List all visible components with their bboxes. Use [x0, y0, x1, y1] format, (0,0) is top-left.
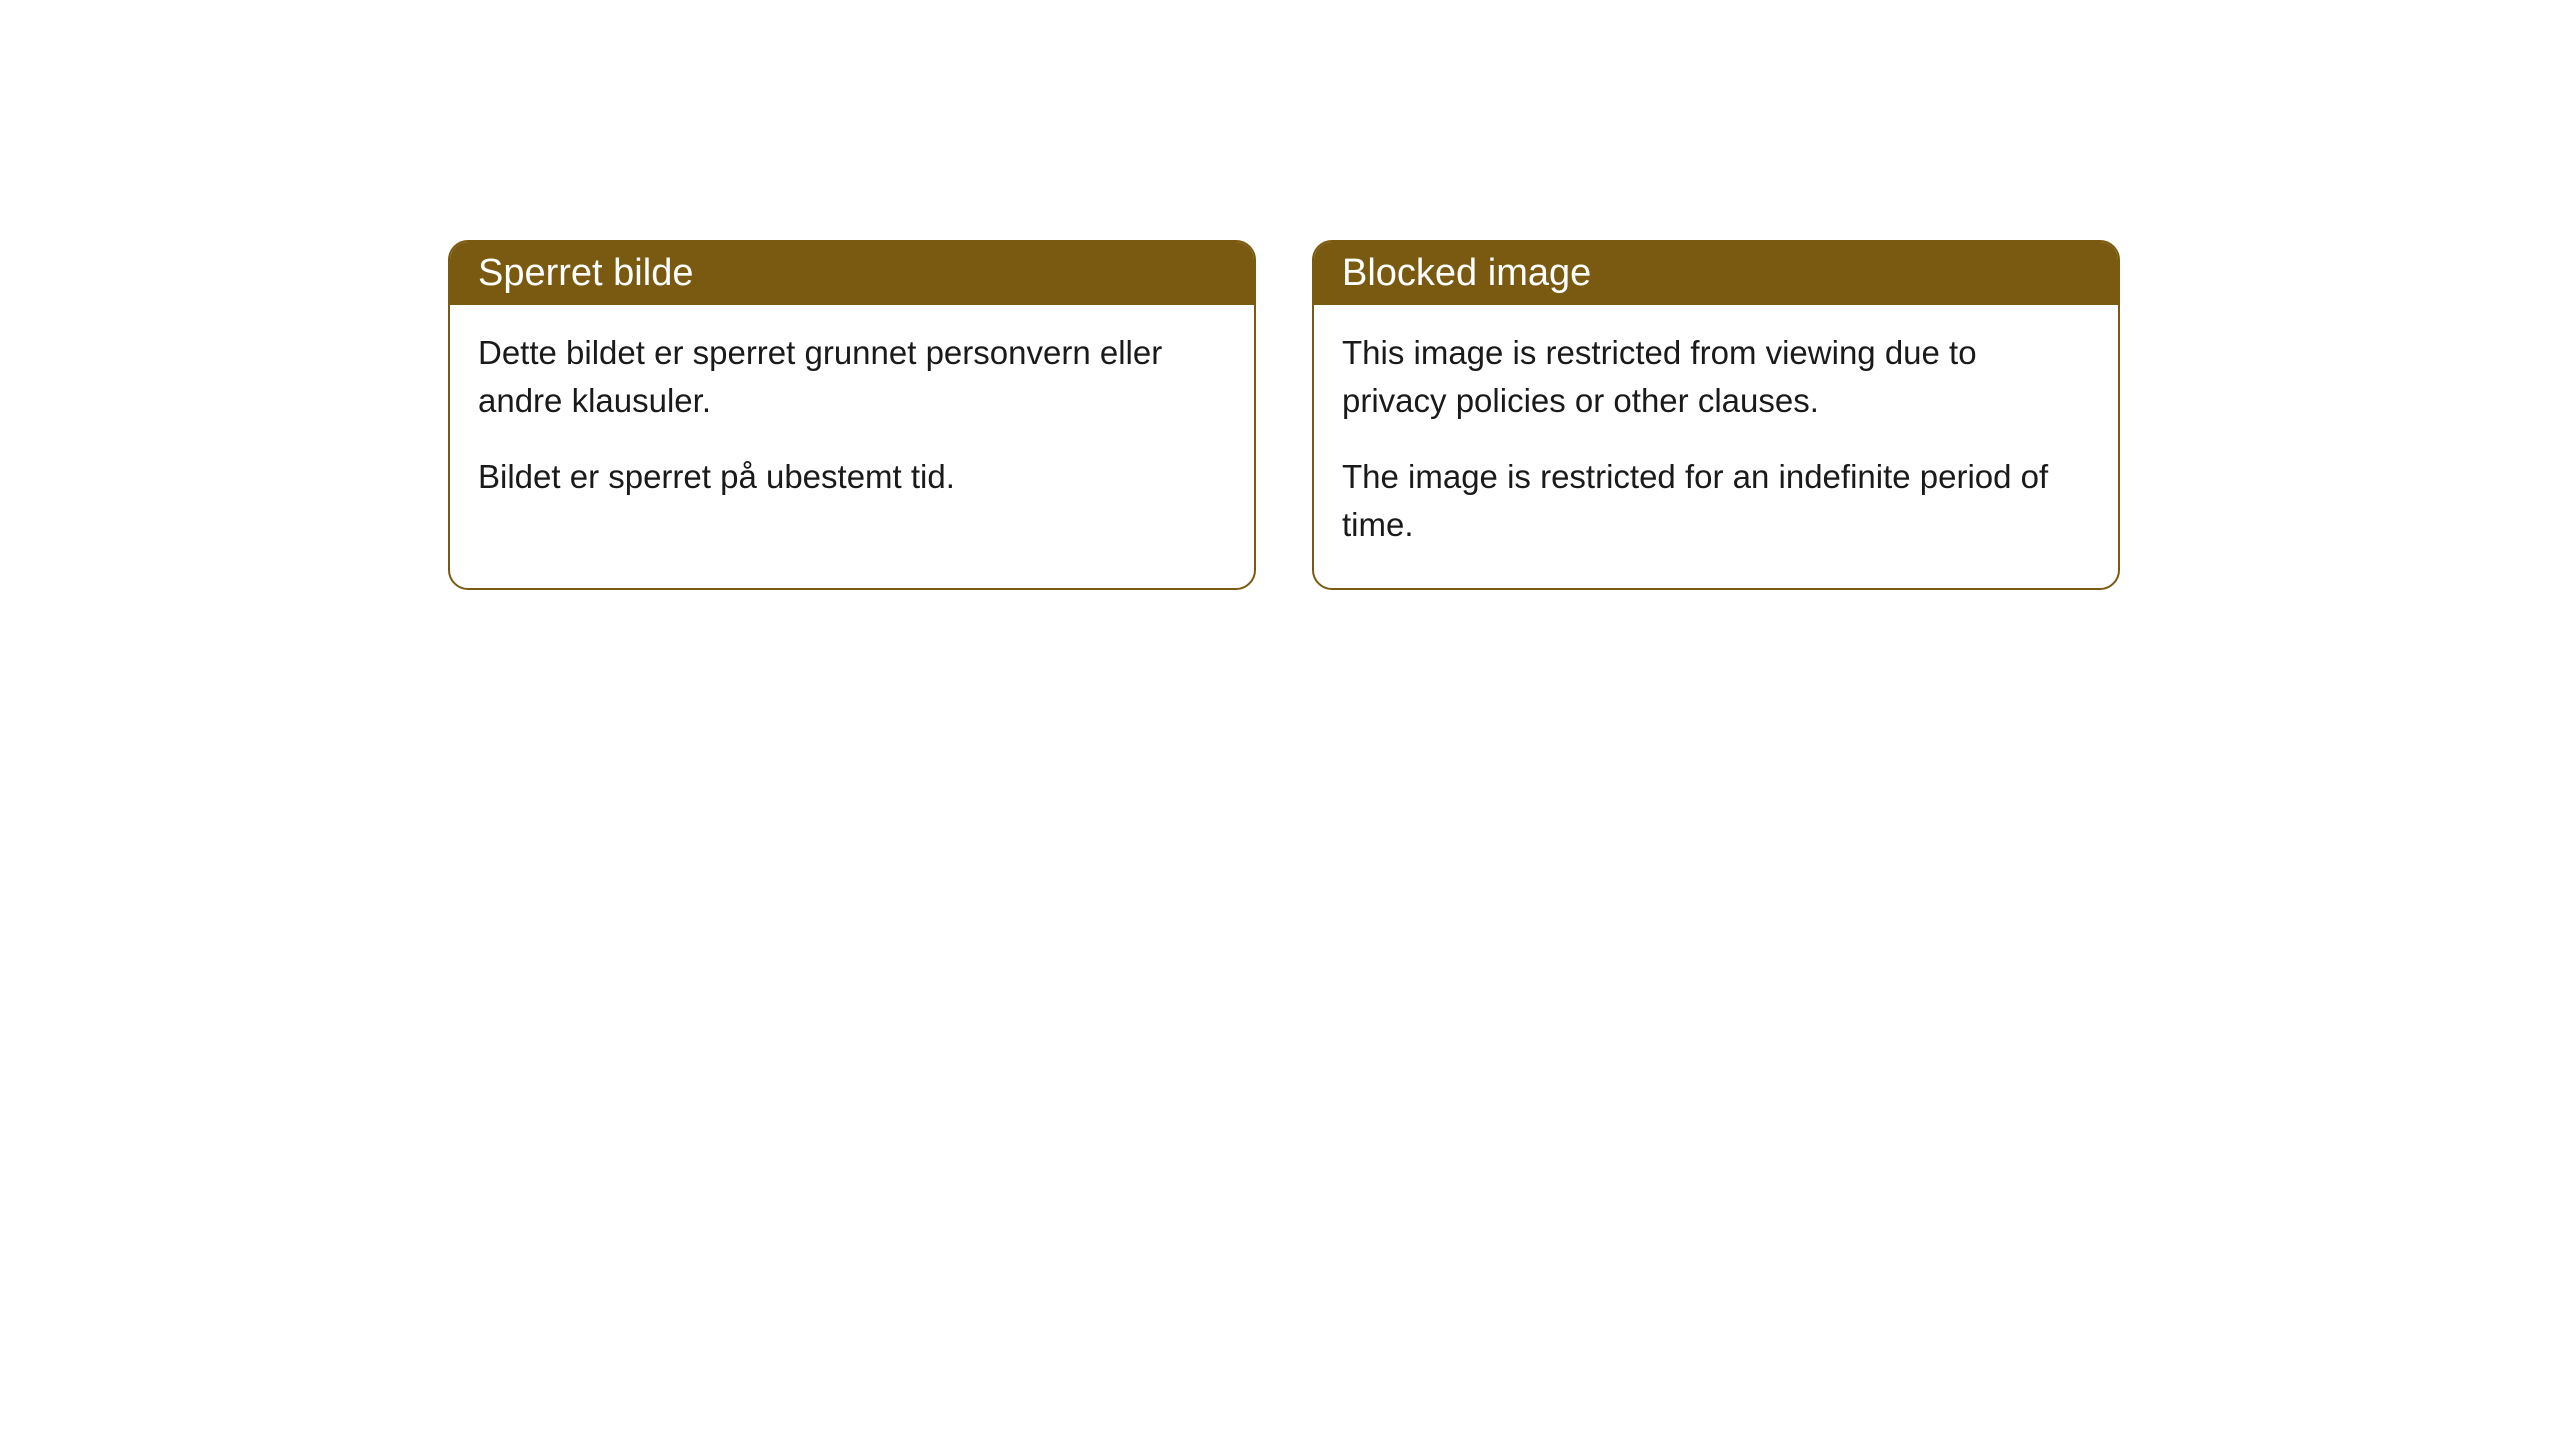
- notice-body: This image is restricted from viewing du…: [1314, 305, 2118, 588]
- notice-card-norwegian: Sperret bilde Dette bildet er sperret gr…: [448, 240, 1256, 590]
- notice-card-english: Blocked image This image is restricted f…: [1312, 240, 2120, 590]
- notice-paragraph: This image is restricted from viewing du…: [1342, 329, 2090, 425]
- notice-paragraph: The image is restricted for an indefinit…: [1342, 453, 2090, 549]
- notice-header: Blocked image: [1314, 242, 2118, 305]
- notice-body: Dette bildet er sperret grunnet personve…: [450, 305, 1254, 541]
- notice-container: Sperret bilde Dette bildet er sperret gr…: [0, 0, 2560, 590]
- notice-paragraph: Dette bildet er sperret grunnet personve…: [478, 329, 1226, 425]
- notice-header: Sperret bilde: [450, 242, 1254, 305]
- notice-paragraph: Bildet er sperret på ubestemt tid.: [478, 453, 1226, 501]
